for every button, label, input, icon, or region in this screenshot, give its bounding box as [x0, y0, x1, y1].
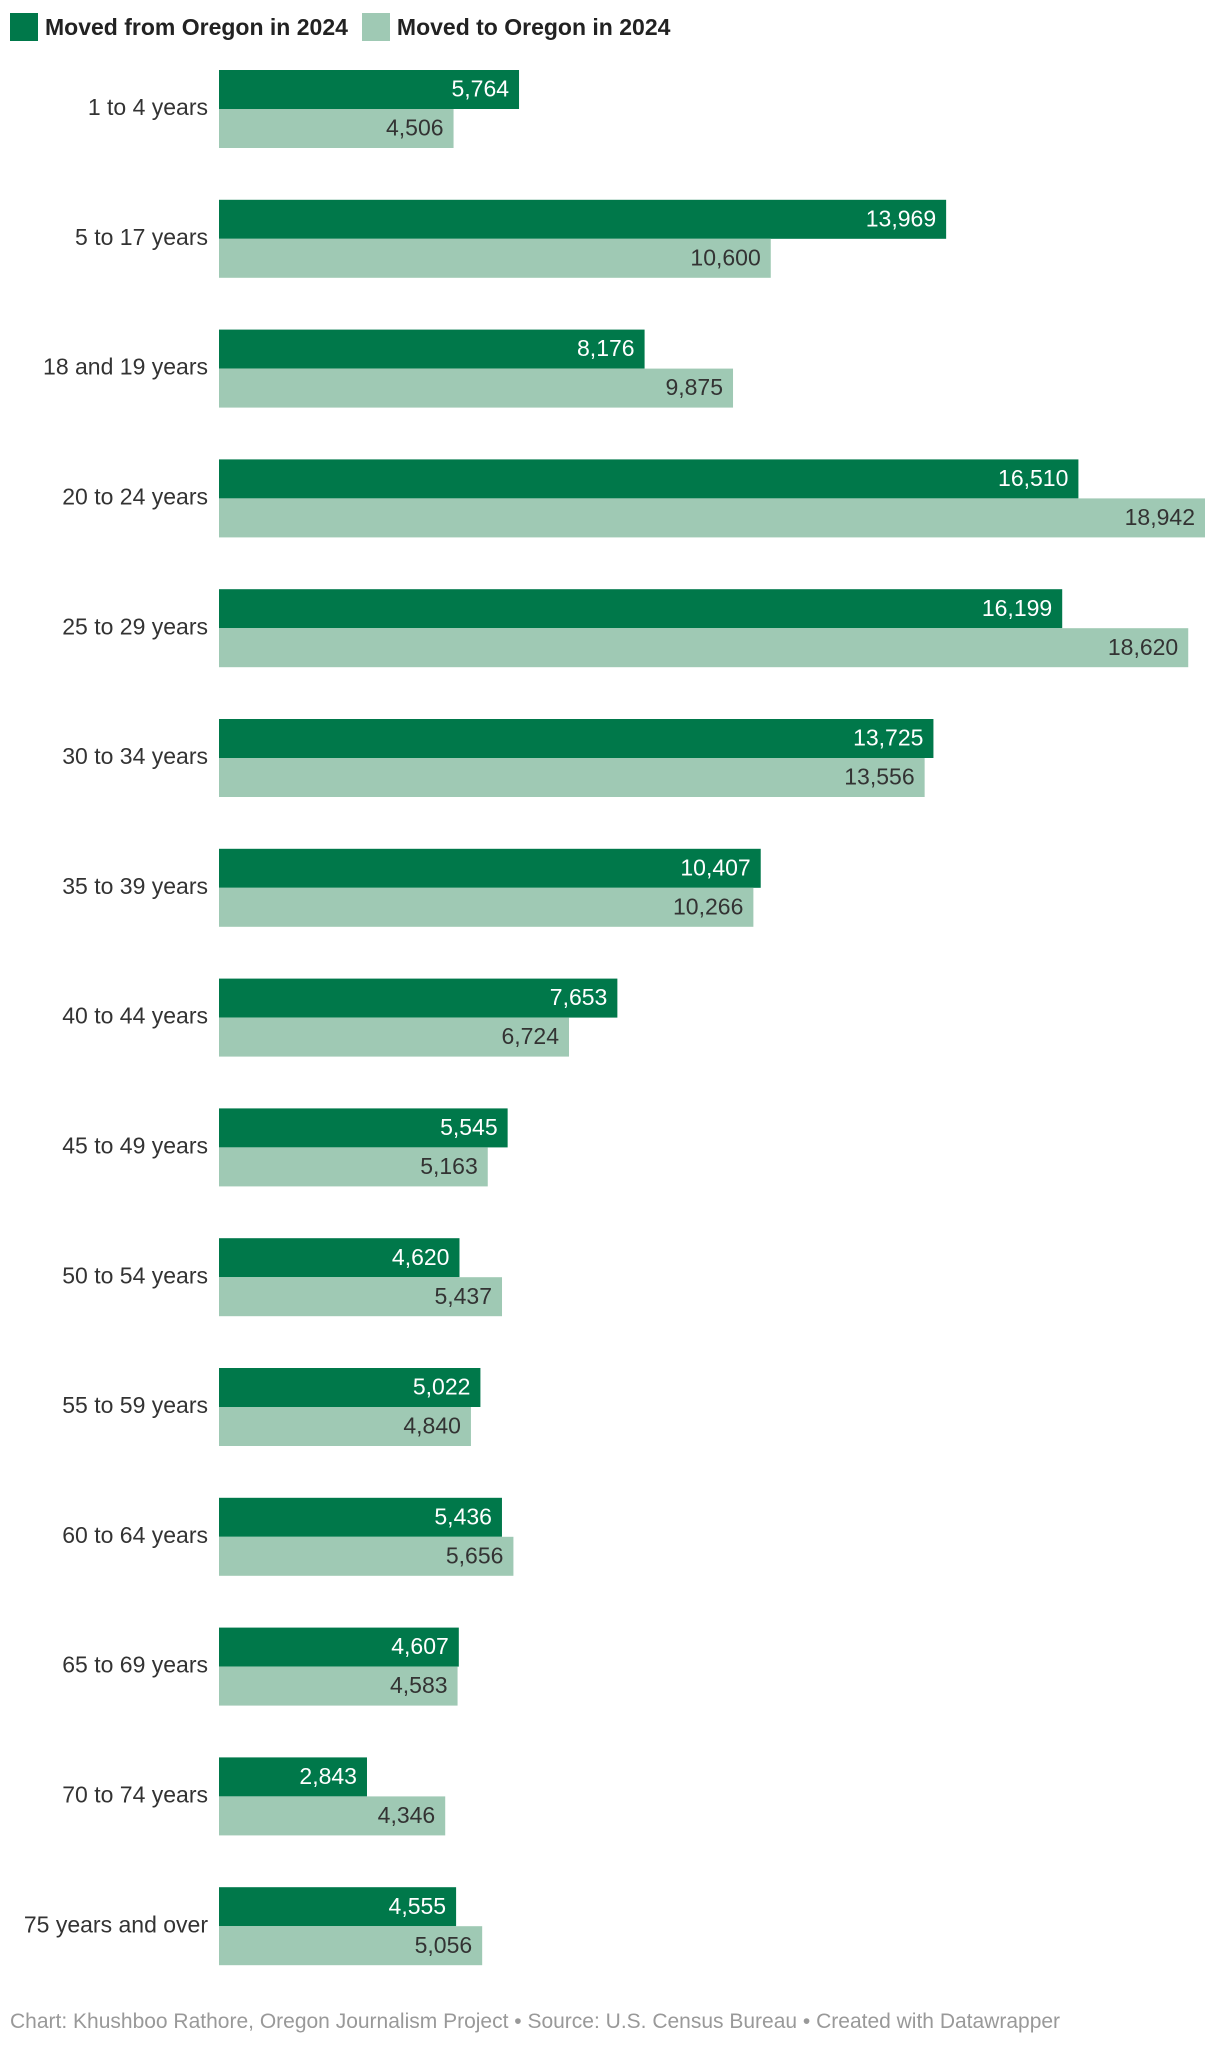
category-group: 75 years and over 4,555 5,056 [24, 1887, 483, 1966]
category-label: 20 to 24 years [62, 483, 208, 509]
bar-moved-from [219, 719, 934, 758]
bar-moved-from [219, 978, 618, 1018]
bar-moved-to [219, 1147, 488, 1187]
bar-moved-to [219, 1796, 446, 1836]
data-label-moved-from: 5,436 [434, 1503, 492, 1529]
bar-moved-from [219, 459, 1079, 499]
bar-moved-to [219, 1666, 458, 1706]
category-group: 18 and 19 years 8,176 9,875 [43, 329, 734, 408]
bar-moved-to [219, 887, 754, 927]
bar-chart: 1 to 4 years 5,764 4,506 5 to 17 years 13,96… [24, 70, 1205, 1966]
data-label-moved-from: 4,620 [392, 1244, 450, 1270]
category-label: 40 to 44 years [62, 1003, 208, 1029]
data-label-moved-from: 16,199 [982, 595, 1052, 621]
category-group: 35 to 39 years 10,407 10,266 [62, 848, 761, 927]
bar-moved-from [219, 1627, 459, 1667]
bar-moved-to [219, 1017, 570, 1057]
data-label-moved-to: 4,583 [390, 1672, 448, 1698]
bar-moved-from [219, 1368, 481, 1407]
category-label: 5 to 17 years [75, 224, 208, 250]
data-label-moved-from: 4,555 [389, 1893, 447, 1919]
category-label: 60 to 64 years [62, 1522, 208, 1548]
bar-moved-to [219, 628, 1189, 668]
data-label-moved-to: 4,506 [386, 115, 444, 141]
legend-item-moved-to: Moved to Oregon in 2024 [361, 13, 671, 41]
data-label-moved-from: 13,969 [866, 205, 936, 231]
legend-item-moved-from: Moved from Oregon in 2024 [10, 13, 348, 41]
data-label-moved-from: 4,607 [391, 1633, 449, 1659]
category-label: 65 to 69 years [62, 1652, 208, 1678]
bar-moved-to [219, 109, 454, 148]
data-label-moved-to: 10,266 [673, 893, 743, 919]
category-group: 50 to 54 years 4,620 5,437 [62, 1238, 503, 1317]
bar-moved-from [219, 199, 947, 239]
category-label: 55 to 59 years [62, 1392, 208, 1418]
category-group: 60 to 64 years 5,436 5,656 [62, 1497, 514, 1576]
bar-moved-to [219, 238, 771, 278]
bar-moved-to [219, 498, 1205, 538]
data-label-moved-from: 5,764 [451, 76, 509, 102]
category-group: 30 to 34 years 13,725 13,556 [62, 719, 934, 797]
category-group: 25 to 29 years 16,199 18,620 [62, 589, 1189, 668]
category-label: 30 to 34 years [62, 743, 208, 769]
data-label-moved-to: 18,942 [1125, 504, 1195, 530]
category-group: 40 to 44 years 7,653 6,724 [62, 978, 618, 1057]
category-group: 65 to 69 years 4,607 4,583 [62, 1627, 459, 1706]
category-group: 1 to 4 years 5,764 4,506 [88, 70, 520, 148]
category-label: 50 to 54 years [62, 1262, 208, 1288]
category-group: 20 to 24 years 16,510 18,942 [62, 459, 1205, 538]
category-group: 55 to 59 years 5,022 4,840 [62, 1368, 481, 1446]
category-label: 35 to 39 years [62, 873, 208, 899]
bar-moved-to [219, 1277, 503, 1317]
data-label-moved-to: 5,056 [415, 1932, 473, 1958]
legend-swatch-moved-from [10, 13, 38, 41]
data-label-moved-to: 5,437 [434, 1283, 492, 1309]
bar-moved-to [219, 1407, 471, 1446]
data-label-moved-to: 6,724 [501, 1023, 559, 1049]
data-label-moved-from: 7,653 [550, 984, 608, 1010]
legend-label-moved-from: Moved from Oregon in 2024 [45, 13, 348, 40]
bar-moved-from [219, 589, 1063, 629]
category-label: 18 and 19 years [43, 354, 208, 380]
category-group: 45 to 49 years 5,545 5,163 [62, 1108, 508, 1187]
legend-label-moved-to: Moved to Oregon in 2024 [396, 13, 671, 40]
bar-moved-from [219, 1497, 502, 1537]
bar-moved-to [219, 1536, 514, 1576]
category-label: 75 years and over [24, 1911, 208, 1937]
bar-moved-from [219, 848, 761, 888]
data-label-moved-to: 5,656 [446, 1542, 504, 1568]
data-label-moved-from: 8,176 [577, 335, 635, 361]
data-label-moved-from: 13,725 [853, 725, 923, 751]
chart-footer: Chart: Khushboo Rathore, Oregon Journali… [10, 2010, 1061, 2033]
category-label: 1 to 4 years [88, 94, 208, 120]
bar-moved-from [219, 329, 645, 369]
bar-moved-from [219, 1887, 457, 1927]
data-label-moved-from: 2,843 [299, 1763, 357, 1789]
legend: Moved from Oregon in 2024 Moved to Orego… [10, 12, 684, 42]
legend-swatch-moved-to [361, 13, 390, 41]
data-label-moved-from: 16,510 [998, 465, 1068, 491]
bar-moved-from [219, 1238, 460, 1278]
data-label-moved-to: 9,875 [665, 374, 723, 400]
data-label-moved-to: 5,163 [420, 1153, 478, 1179]
data-label-moved-to: 4,346 [378, 1802, 436, 1828]
category-group: 5 to 17 years 13,969 10,600 [75, 199, 947, 278]
category-label: 70 to 74 years [62, 1781, 208, 1807]
bar-moved-to [219, 1926, 483, 1966]
data-label-moved-to: 4,840 [403, 1413, 461, 1439]
bar-moved-to [219, 368, 734, 408]
bar-moved-to [219, 758, 925, 797]
bar-moved-from [219, 70, 520, 109]
category-label: 45 to 49 years [62, 1132, 208, 1158]
bar-moved-from [219, 1108, 508, 1148]
bar-moved-from [219, 1757, 367, 1797]
data-label-moved-from: 5,545 [440, 1114, 498, 1140]
data-label-moved-to: 13,556 [844, 764, 914, 790]
data-label-moved-to: 18,620 [1108, 634, 1178, 660]
category-label: 25 to 29 years [62, 613, 208, 639]
data-label-moved-to: 10,600 [690, 244, 760, 270]
data-label-moved-from: 5,022 [413, 1374, 471, 1400]
data-label-moved-from: 10,407 [680, 854, 750, 880]
category-group: 70 to 74 years 2,843 4,346 [62, 1757, 446, 1836]
